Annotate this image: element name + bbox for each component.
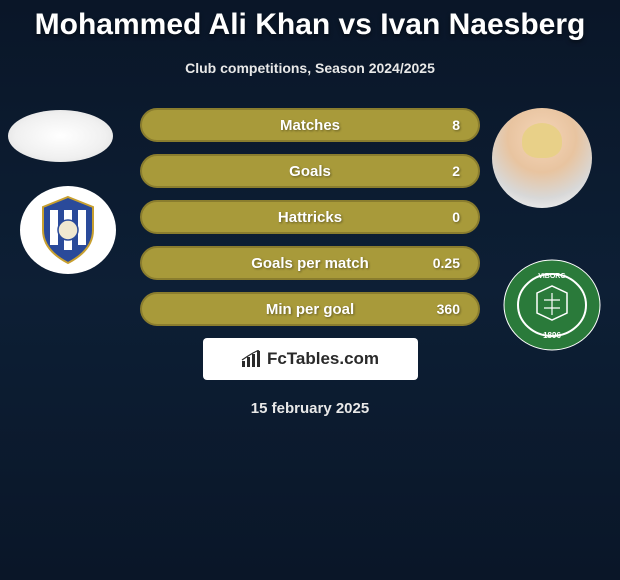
stat-label: Goals xyxy=(289,163,331,180)
stat-row-hattricks: Hattricks 0 xyxy=(140,200,480,234)
svg-text:1896: 1896 xyxy=(543,331,561,340)
svg-text:VIBORG: VIBORG xyxy=(538,273,566,280)
stat-value: 360 xyxy=(437,301,460,317)
stat-value: 2 xyxy=(452,163,460,179)
club-right-badge: VIBORG 1896 xyxy=(502,258,602,352)
branding-box[interactable]: FcTables.com xyxy=(203,338,418,380)
stat-value: 0 xyxy=(452,209,460,225)
stats-container: Matches 8 Goals 2 Hattricks 0 Goals per … xyxy=(140,108,480,326)
stat-row-matches: Matches 8 xyxy=(140,108,480,142)
stat-value: 8 xyxy=(452,117,460,133)
stat-label: Goals per match xyxy=(251,255,369,272)
subtitle: Club competitions, Season 2024/2025 xyxy=(0,60,620,76)
player-right-avatar xyxy=(492,108,592,208)
stat-row-goals: Goals 2 xyxy=(140,154,480,188)
stat-value: 0.25 xyxy=(433,255,460,271)
brand-text: FcTables.com xyxy=(267,349,379,369)
stat-label: Min per goal xyxy=(266,301,354,318)
chart-bars-icon xyxy=(241,350,261,368)
shield-icon xyxy=(38,195,98,265)
stat-row-min-per-goal: Min per goal 360 xyxy=(140,292,480,326)
player-left-avatar xyxy=(8,110,113,162)
stat-label: Matches xyxy=(280,117,340,134)
date-text: 15 february 2025 xyxy=(0,400,620,417)
page-title: Mohammed Ali Khan vs Ivan Naesberg xyxy=(0,0,620,42)
comparison-content: VIBORG 1896 Matches 8 Goals 2 Hattricks … xyxy=(0,108,620,417)
stat-label: Hattricks xyxy=(278,209,342,226)
stat-row-goals-per-match: Goals per match 0.25 xyxy=(140,246,480,280)
club-circle-icon: VIBORG 1896 xyxy=(502,258,602,352)
club-left-badge xyxy=(20,186,116,274)
